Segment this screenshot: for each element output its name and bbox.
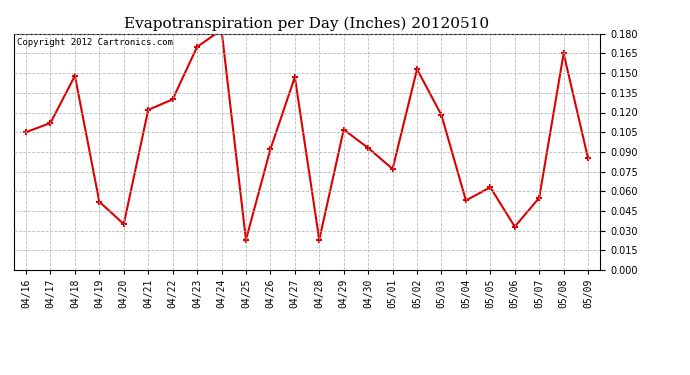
Title: Evapotranspiration per Day (Inches) 20120510: Evapotranspiration per Day (Inches) 2012… <box>124 17 490 31</box>
Text: Copyright 2012 Cartronics.com: Copyright 2012 Cartronics.com <box>17 39 172 48</box>
